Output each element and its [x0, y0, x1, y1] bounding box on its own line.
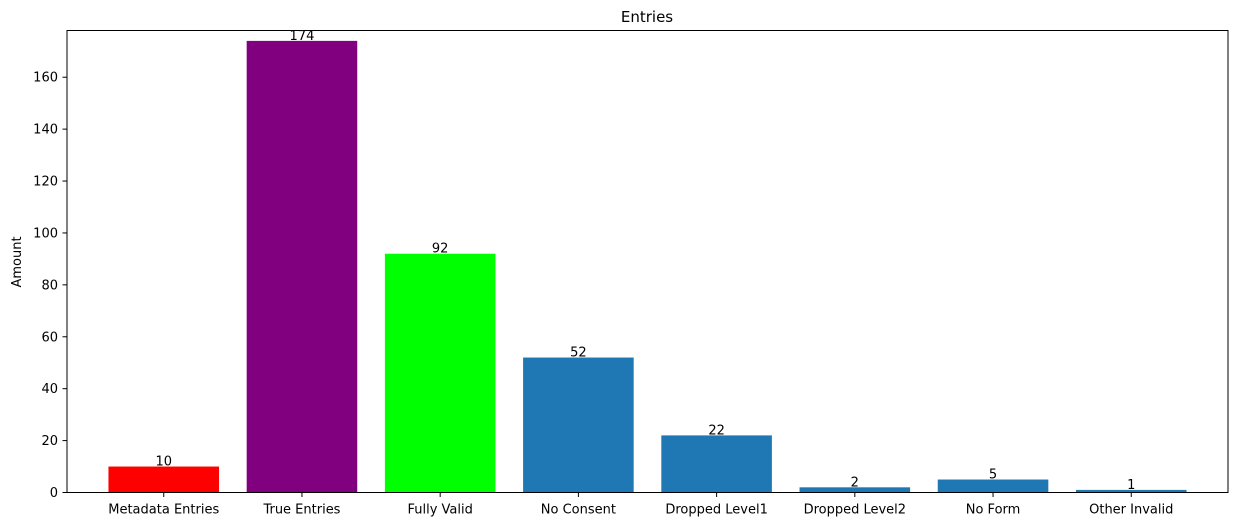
bars-group [108, 40, 1187, 493]
x-tick-label: Fully Valid [407, 503, 472, 518]
x-tick-label: True Entries [262, 503, 340, 518]
data-label: 10 [155, 455, 172, 470]
bar [937, 479, 1049, 493]
x-tick-label: Metadata Entries [108, 503, 219, 518]
bar [246, 40, 358, 493]
data-label: 174 [290, 29, 315, 44]
data-label: 22 [708, 423, 725, 438]
y-axis: 0 20 40 60 80 100 120 140 160 [33, 71, 67, 501]
chart-title: Entries [621, 8, 673, 26]
x-tick-label: No Consent [541, 503, 616, 518]
y-tick-label: 40 [41, 382, 58, 397]
x-tick-label: Dropped Level1 [665, 503, 768, 518]
y-tick-label: 20 [41, 434, 58, 449]
bar [1075, 489, 1187, 493]
data-label: 2 [851, 475, 859, 490]
y-tick-label: 160 [33, 71, 58, 86]
bar [523, 357, 634, 493]
x-tick-label: No Form [966, 503, 1021, 518]
y-tick-label: 100 [33, 226, 58, 241]
data-label: 52 [570, 346, 587, 361]
bar [384, 253, 496, 493]
x-tick-label: Other Invalid [1089, 503, 1173, 518]
y-tick-label: 0 [50, 486, 58, 501]
bar [108, 466, 220, 493]
plot-frame [66, 30, 1229, 493]
y-tick-label: 140 [33, 123, 58, 138]
bar [799, 487, 911, 493]
y-tick-label: 80 [41, 278, 58, 293]
y-tick-label: 120 [33, 175, 58, 190]
bar [661, 435, 772, 493]
data-label: 1 [1127, 478, 1135, 493]
y-axis-label: Amount [10, 236, 25, 287]
data-label: 92 [432, 242, 449, 257]
x-tick-label: Dropped Level2 [804, 503, 907, 518]
data-label: 5 [989, 468, 997, 483]
y-tick-label: 60 [41, 330, 58, 345]
x-axis: Metadata Entries True Entries Fully Valid N… [108, 492, 1173, 518]
